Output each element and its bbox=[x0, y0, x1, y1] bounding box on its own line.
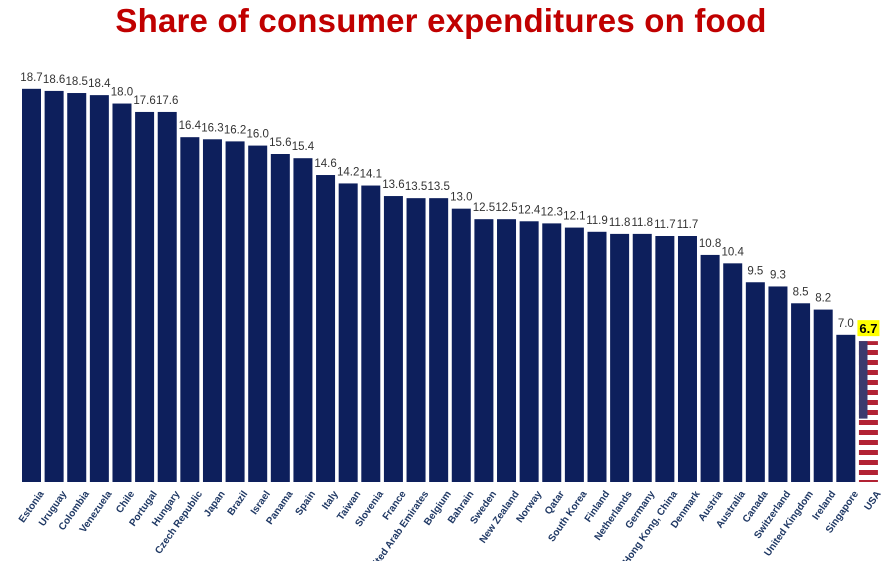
bar-qatar bbox=[542, 223, 562, 482]
value-label-highlight bbox=[857, 320, 880, 337]
value-label-panama: 15.6 bbox=[269, 137, 291, 149]
value-label-israel: 16.0 bbox=[247, 129, 269, 141]
value-label-south-korea: 12.1 bbox=[563, 211, 585, 223]
value-label-estonia: 18.7 bbox=[20, 72, 42, 84]
bar-france bbox=[383, 196, 403, 483]
value-labels-group: 18.7 18.6 18.5 18.418.017.6 17.616.4 16.3 16.2… bbox=[20, 72, 880, 337]
bar-israel bbox=[248, 145, 268, 483]
bar-hungary bbox=[157, 111, 177, 482]
value-label-bahrain: 13.0 bbox=[450, 192, 472, 204]
value-label-japan: 16.3 bbox=[201, 122, 223, 134]
value-label-hungary: 17.6 bbox=[156, 95, 178, 107]
bar-switzerland bbox=[768, 286, 788, 482]
bar-hong-kong-china bbox=[655, 236, 675, 482]
bar-sweden bbox=[474, 219, 494, 482]
bar-bahrain bbox=[451, 208, 471, 482]
bar-chile bbox=[112, 103, 132, 483]
bar-new-zealand bbox=[497, 219, 517, 482]
value-label-sweden: 12.5 bbox=[473, 202, 495, 214]
category-label-chile: Chile bbox=[114, 489, 137, 516]
value-label-austria: 10.8 bbox=[699, 238, 721, 250]
bar-uruguay bbox=[44, 90, 64, 482]
value-label-czech-republic: 16.4 bbox=[179, 120, 202, 132]
category-label-spain: Spain bbox=[294, 489, 319, 518]
bar-united-kingdom bbox=[791, 303, 811, 482]
bar-slovenia bbox=[361, 185, 381, 483]
bar-finland bbox=[587, 231, 607, 482]
value-label-usa: 6.7 bbox=[859, 321, 877, 336]
value-label-italy: 14.6 bbox=[314, 158, 336, 170]
category-label-brazil: Brazil bbox=[226, 489, 251, 518]
value-label-australia: 10.4 bbox=[722, 246, 745, 258]
bar-taiwan bbox=[338, 183, 358, 482]
value-label-uruguay: 18.6 bbox=[43, 74, 65, 86]
bar-singapore bbox=[836, 334, 856, 482]
bar-ireland bbox=[813, 309, 833, 482]
value-label-new-zealand: 12.5 bbox=[495, 202, 517, 214]
bar-australia bbox=[723, 263, 743, 482]
bar-spain bbox=[293, 158, 313, 482]
value-label-germany: 11.8 bbox=[631, 217, 653, 229]
bar-brazil bbox=[225, 141, 245, 482]
value-label-qatar: 12.3 bbox=[541, 206, 563, 218]
bar-czech-republic bbox=[180, 137, 200, 482]
value-label-chile: 18.0 bbox=[111, 87, 133, 99]
value-label-ireland: 8.2 bbox=[815, 293, 831, 305]
value-label-brazil: 16.2 bbox=[224, 124, 246, 136]
value-label-switzerland: 9.3 bbox=[770, 269, 786, 281]
bar-germany bbox=[632, 233, 652, 482]
flag-canton bbox=[858, 341, 868, 419]
value-label-spain: 15.4 bbox=[292, 141, 315, 153]
value-label-singapore: 7.0 bbox=[838, 318, 854, 330]
bar-united-arab-emirates bbox=[406, 198, 426, 482]
value-label-united-kingdom: 8.5 bbox=[793, 286, 809, 298]
value-label-france: 13.6 bbox=[382, 179, 404, 191]
bar-venezuela bbox=[89, 95, 109, 482]
category-label-italy: Italy bbox=[320, 489, 341, 512]
value-label-venezuela: 18.4 bbox=[88, 78, 111, 90]
bar-austria bbox=[700, 254, 720, 482]
bar-colombia bbox=[67, 93, 87, 483]
chart-title: Share of consumer expenditures on food bbox=[115, 2, 767, 39]
bar-belgium bbox=[429, 198, 449, 482]
value-label-hong-kong-china: 11.7 bbox=[654, 219, 676, 231]
bar-estonia bbox=[22, 88, 41, 483]
value-label-finland: 11.9 bbox=[586, 215, 608, 227]
bar-south-korea bbox=[564, 227, 584, 482]
bar-italy bbox=[316, 175, 336, 482]
bar-panama bbox=[270, 154, 290, 482]
value-label-taiwan: 14.2 bbox=[337, 166, 359, 178]
value-label-slovenia: 14.1 bbox=[360, 169, 382, 181]
bar-japan bbox=[202, 139, 222, 483]
category-label-usa: USA bbox=[863, 489, 882, 513]
value-label-colombia: 18.5 bbox=[66, 76, 88, 88]
category-label-japan: Japan bbox=[202, 489, 228, 519]
bar-norway bbox=[519, 221, 539, 483]
value-label-portugal: 17.6 bbox=[133, 95, 155, 107]
bars-group bbox=[22, 88, 878, 483]
bar-portugal bbox=[135, 111, 155, 482]
value-label-denmark: 11.7 bbox=[677, 219, 699, 231]
bar-canada bbox=[745, 282, 765, 482]
bar-denmark bbox=[677, 236, 697, 482]
value-label-norway: 12.4 bbox=[518, 204, 541, 216]
value-label-belgium: 13.5 bbox=[427, 181, 449, 193]
value-label-canada: 9.5 bbox=[747, 265, 763, 277]
bar-netherlands bbox=[610, 233, 630, 482]
value-label-netherlands: 11.8 bbox=[609, 217, 631, 229]
value-label-united-arab-emirates: 13.5 bbox=[405, 181, 427, 193]
